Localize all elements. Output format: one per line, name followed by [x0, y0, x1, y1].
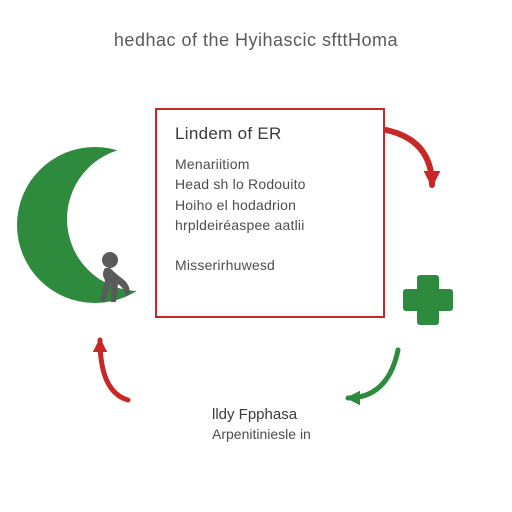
diagram-canvas: hedhac of the Hyihascic sfttHoma: [0, 0, 512, 512]
box-line: Menariitiom: [175, 154, 365, 174]
bottom-label-line1: lldy Fpphasa: [212, 405, 311, 425]
box-line: Head sh lo Rodouito: [175, 174, 365, 194]
box-heading: Lindem of ER: [175, 124, 365, 144]
box-line: [175, 235, 365, 255]
bottom-label: lldy Fpphasa Arpenitiniesle in: [212, 405, 311, 443]
box-line: Hoiho el hodadrion: [175, 195, 365, 215]
center-box: Lindem of ER Menariitiom Head sh lo Rodo…: [155, 108, 385, 318]
box-line: Misserirhuwesd: [175, 255, 365, 275]
bottom-label-line2: Arpenitiniesle in: [212, 425, 311, 443]
box-line: hrpldeiréaspee aatlii: [175, 215, 365, 235]
